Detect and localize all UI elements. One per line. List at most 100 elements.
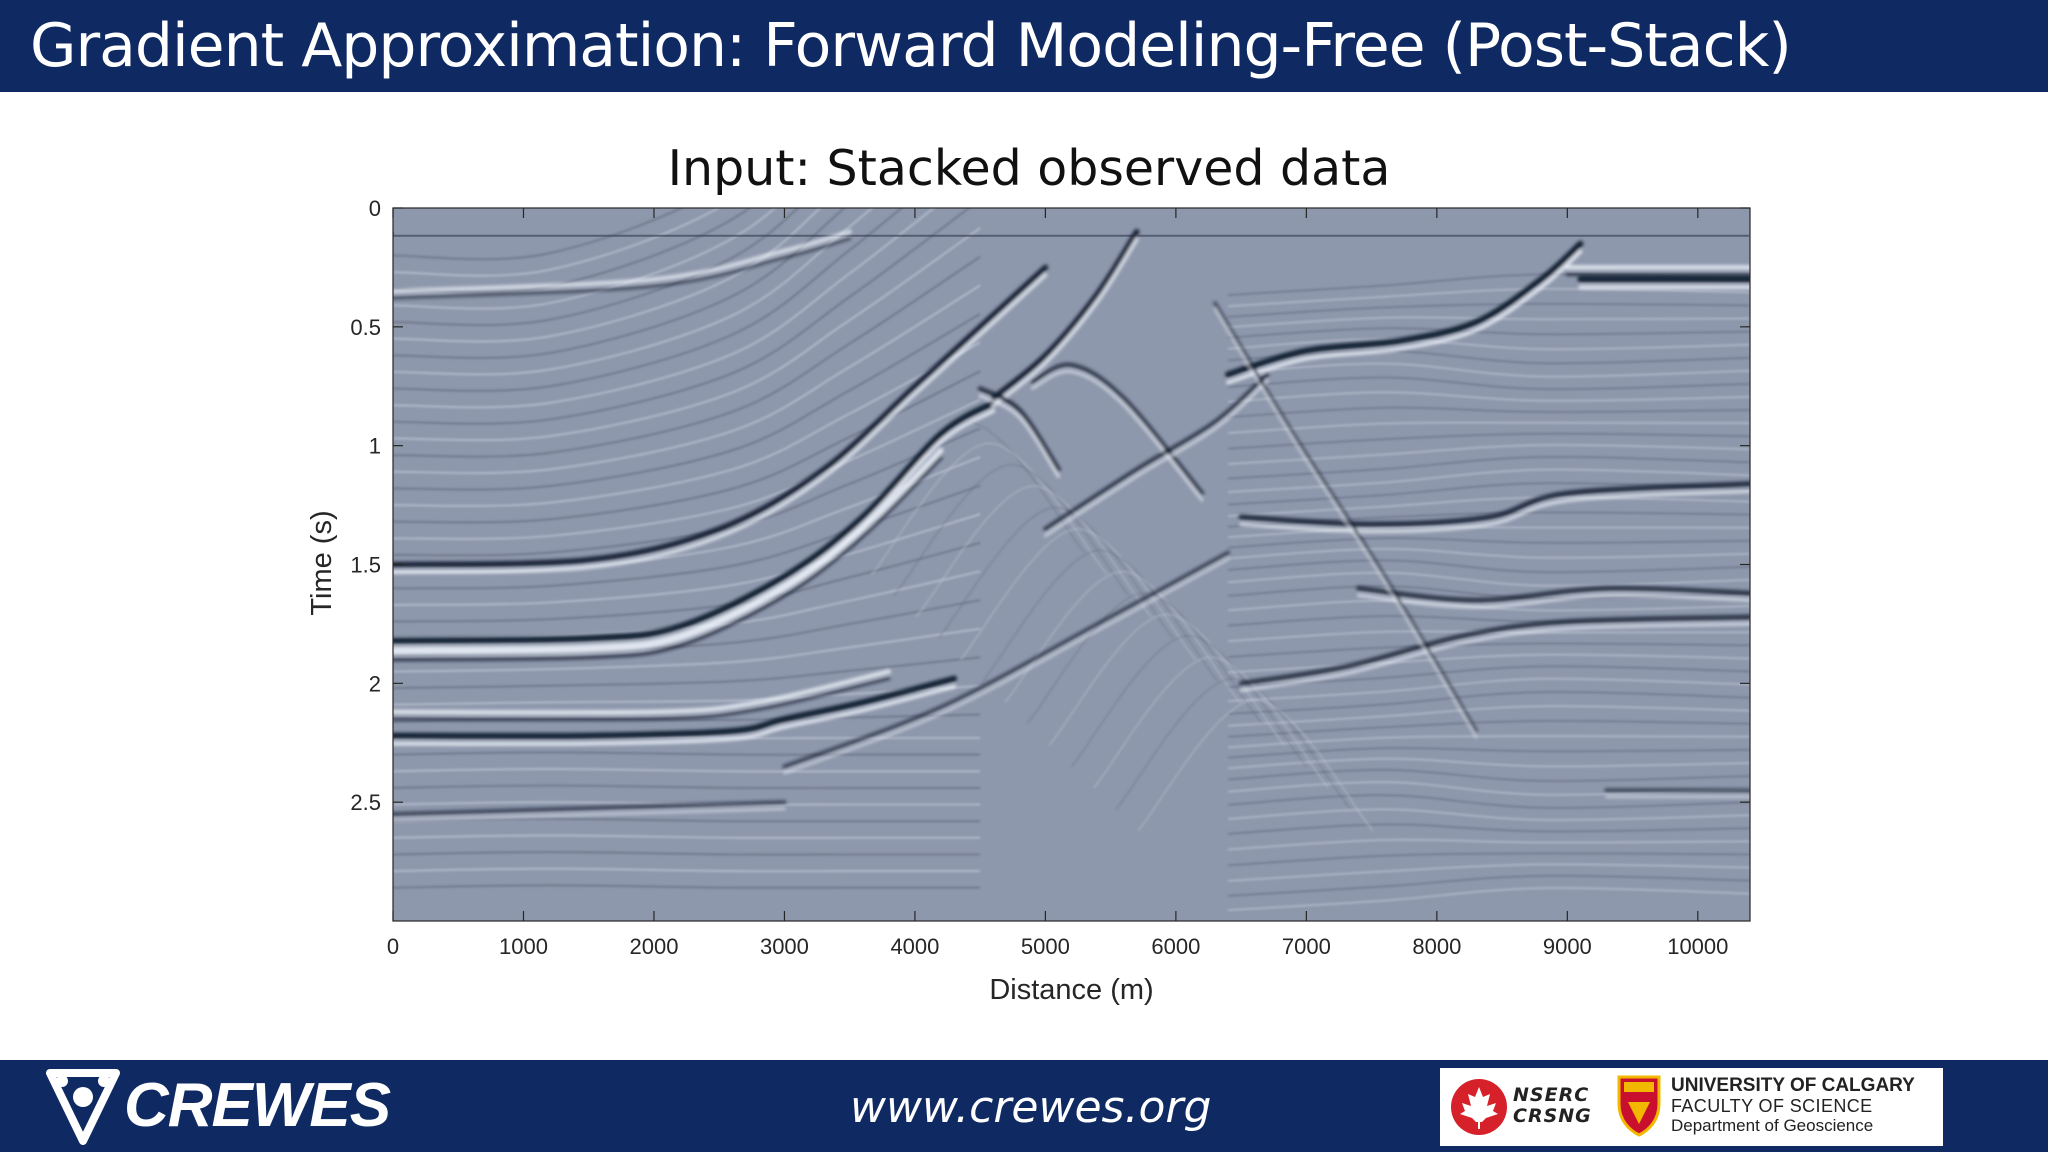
- texture-line: [1228, 677, 1750, 702]
- texture-line: [393, 227, 981, 441]
- texture-line: [393, 208, 935, 409]
- texture-line: [393, 817, 981, 823]
- x-tick-label: 3000: [760, 934, 809, 959]
- texture-line: [1228, 794, 1750, 809]
- texture-line: [1228, 705, 1750, 727]
- texture-line: [393, 884, 981, 889]
- reflector-side-lobe: [991, 237, 1139, 408]
- reflector-side-lobe: [393, 676, 891, 722]
- nserc-maple-leaf-icon: [1451, 1079, 1507, 1135]
- texture-line: [1228, 362, 1750, 378]
- reflector-event: [977, 386, 1061, 472]
- texture-arc: [1004, 570, 1241, 703]
- top-noise-band: [393, 231, 1749, 237]
- reflector-event: [393, 800, 787, 816]
- texture-line: [1228, 559, 1750, 573]
- texture-line: [393, 341, 981, 507]
- texture-line: [393, 768, 981, 773]
- reflector-event: [1238, 481, 1750, 527]
- texture-line: [1228, 823, 1750, 835]
- partner-logos: NSERC CRSNG UNIVERSITY OF CALGARY FACULT…: [1440, 1068, 1943, 1146]
- texture-line: [1228, 338, 1750, 350]
- seismic-chart: 0 1000 2000 3000 4000 5000 6000 7000 8000 9000 100…: [306, 196, 1751, 1006]
- y-tick-label: 0.5: [350, 315, 381, 340]
- nserc-label: NSERC: [1513, 1084, 1590, 1106]
- reflector-side-lobe: [393, 273, 1048, 575]
- chart-title: Input: Stacked observed data: [667, 140, 1391, 197]
- x-tick-label: 4000: [890, 934, 939, 959]
- seismic-plot-area: [393, 208, 1750, 921]
- department-name: Department of Geoscience: [1671, 1116, 1874, 1135]
- texture-line: [393, 208, 903, 392]
- texture-line: [1228, 852, 1750, 867]
- title-bar: Gradient Approximation: Forward Modeling…: [0, 0, 2048, 92]
- texture-line: [393, 208, 751, 293]
- x-tick-label: 8000: [1412, 934, 1461, 959]
- reflector-event: [393, 229, 852, 294]
- reflector-event: [1356, 585, 1750, 603]
- texture-line: [1228, 875, 1750, 897]
- reflector-side-lobe: [1030, 369, 1204, 502]
- texture-line: [393, 313, 981, 491]
- texture-line: [393, 208, 684, 261]
- texture-line: [1228, 887, 1750, 911]
- texture-line: [1228, 863, 1750, 882]
- texture-line: [393, 484, 981, 590]
- texture-line: [393, 834, 981, 839]
- reflector-event: [1213, 301, 1478, 733]
- reflector-event: [393, 399, 997, 644]
- texture-line: [393, 208, 971, 425]
- reflector-event: [1225, 240, 1584, 378]
- x-tick-label: 6000: [1151, 934, 1200, 959]
- university-name: UNIVERSITY OF CALGARY: [1671, 1075, 1915, 1096]
- chart-axes: 0 1000 2000 3000 4000 5000 6000 7000 8000 9000 100…: [306, 196, 1751, 1006]
- texture-arc: [1048, 613, 1285, 746]
- texture-line: [1228, 537, 1750, 549]
- texture-line: [393, 751, 981, 756]
- texture-arc: [1093, 656, 1330, 789]
- x-tick-label: 5000: [1021, 934, 1070, 959]
- texture-line: [1228, 757, 1750, 769]
- reflector-event: [782, 550, 1231, 769]
- y-tick-label: 1.5: [350, 553, 381, 578]
- reflector-side-lobe: [978, 394, 1061, 479]
- reflector-side-lobe: [1043, 379, 1269, 538]
- y-tick-label: 1: [369, 434, 381, 459]
- texture-line: [1228, 456, 1750, 480]
- crsng-label: CRSNG: [1513, 1105, 1592, 1127]
- reflector-side-lobe: [393, 807, 786, 822]
- university-crest-icon: [1617, 1075, 1661, 1137]
- texture-line: [1228, 468, 1750, 493]
- reflector-event: [1043, 372, 1270, 532]
- texture-line: [393, 208, 874, 376]
- y-tick-label: 2.5: [350, 790, 381, 815]
- y-tick-label: 0: [369, 196, 381, 221]
- slide-title: Gradient Approximation: Forward Modeling…: [30, 11, 1792, 81]
- reflector-event: [393, 447, 944, 655]
- reflector-side-lobe: [1226, 249, 1583, 385]
- texture-line: [1228, 444, 1750, 465]
- texture-line: [393, 208, 799, 326]
- y-tick-label: 2: [369, 671, 381, 696]
- texture-line: [393, 685, 981, 706]
- texture-line: [1228, 691, 1750, 715]
- texture-line: [393, 208, 822, 343]
- reflector-side-lobe: [393, 408, 996, 651]
- x-tick-label: 7000: [1282, 934, 1331, 959]
- reflector-event: [1238, 614, 1750, 686]
- texture-line: [1228, 496, 1750, 517]
- crewes-logo-icon: [46, 1069, 120, 1145]
- texture-arc: [915, 485, 1152, 618]
- x-tick-label: 10000: [1667, 934, 1728, 959]
- faculty-name: FACULTY OF SCIENCE: [1671, 1096, 1873, 1116]
- texture-line: [1228, 316, 1750, 328]
- texture-arc: [871, 442, 1108, 575]
- reflector-side-lobe: [393, 237, 852, 300]
- crewes-logo-text: CREWES: [124, 1071, 391, 1140]
- texture-arc: [1115, 677, 1352, 810]
- texture-line: [393, 542, 981, 623]
- texture-line: [1228, 391, 1750, 403]
- texture-line: [393, 784, 981, 789]
- texture-arc: [960, 528, 1197, 661]
- reflector-side-lobe: [1239, 489, 1750, 534]
